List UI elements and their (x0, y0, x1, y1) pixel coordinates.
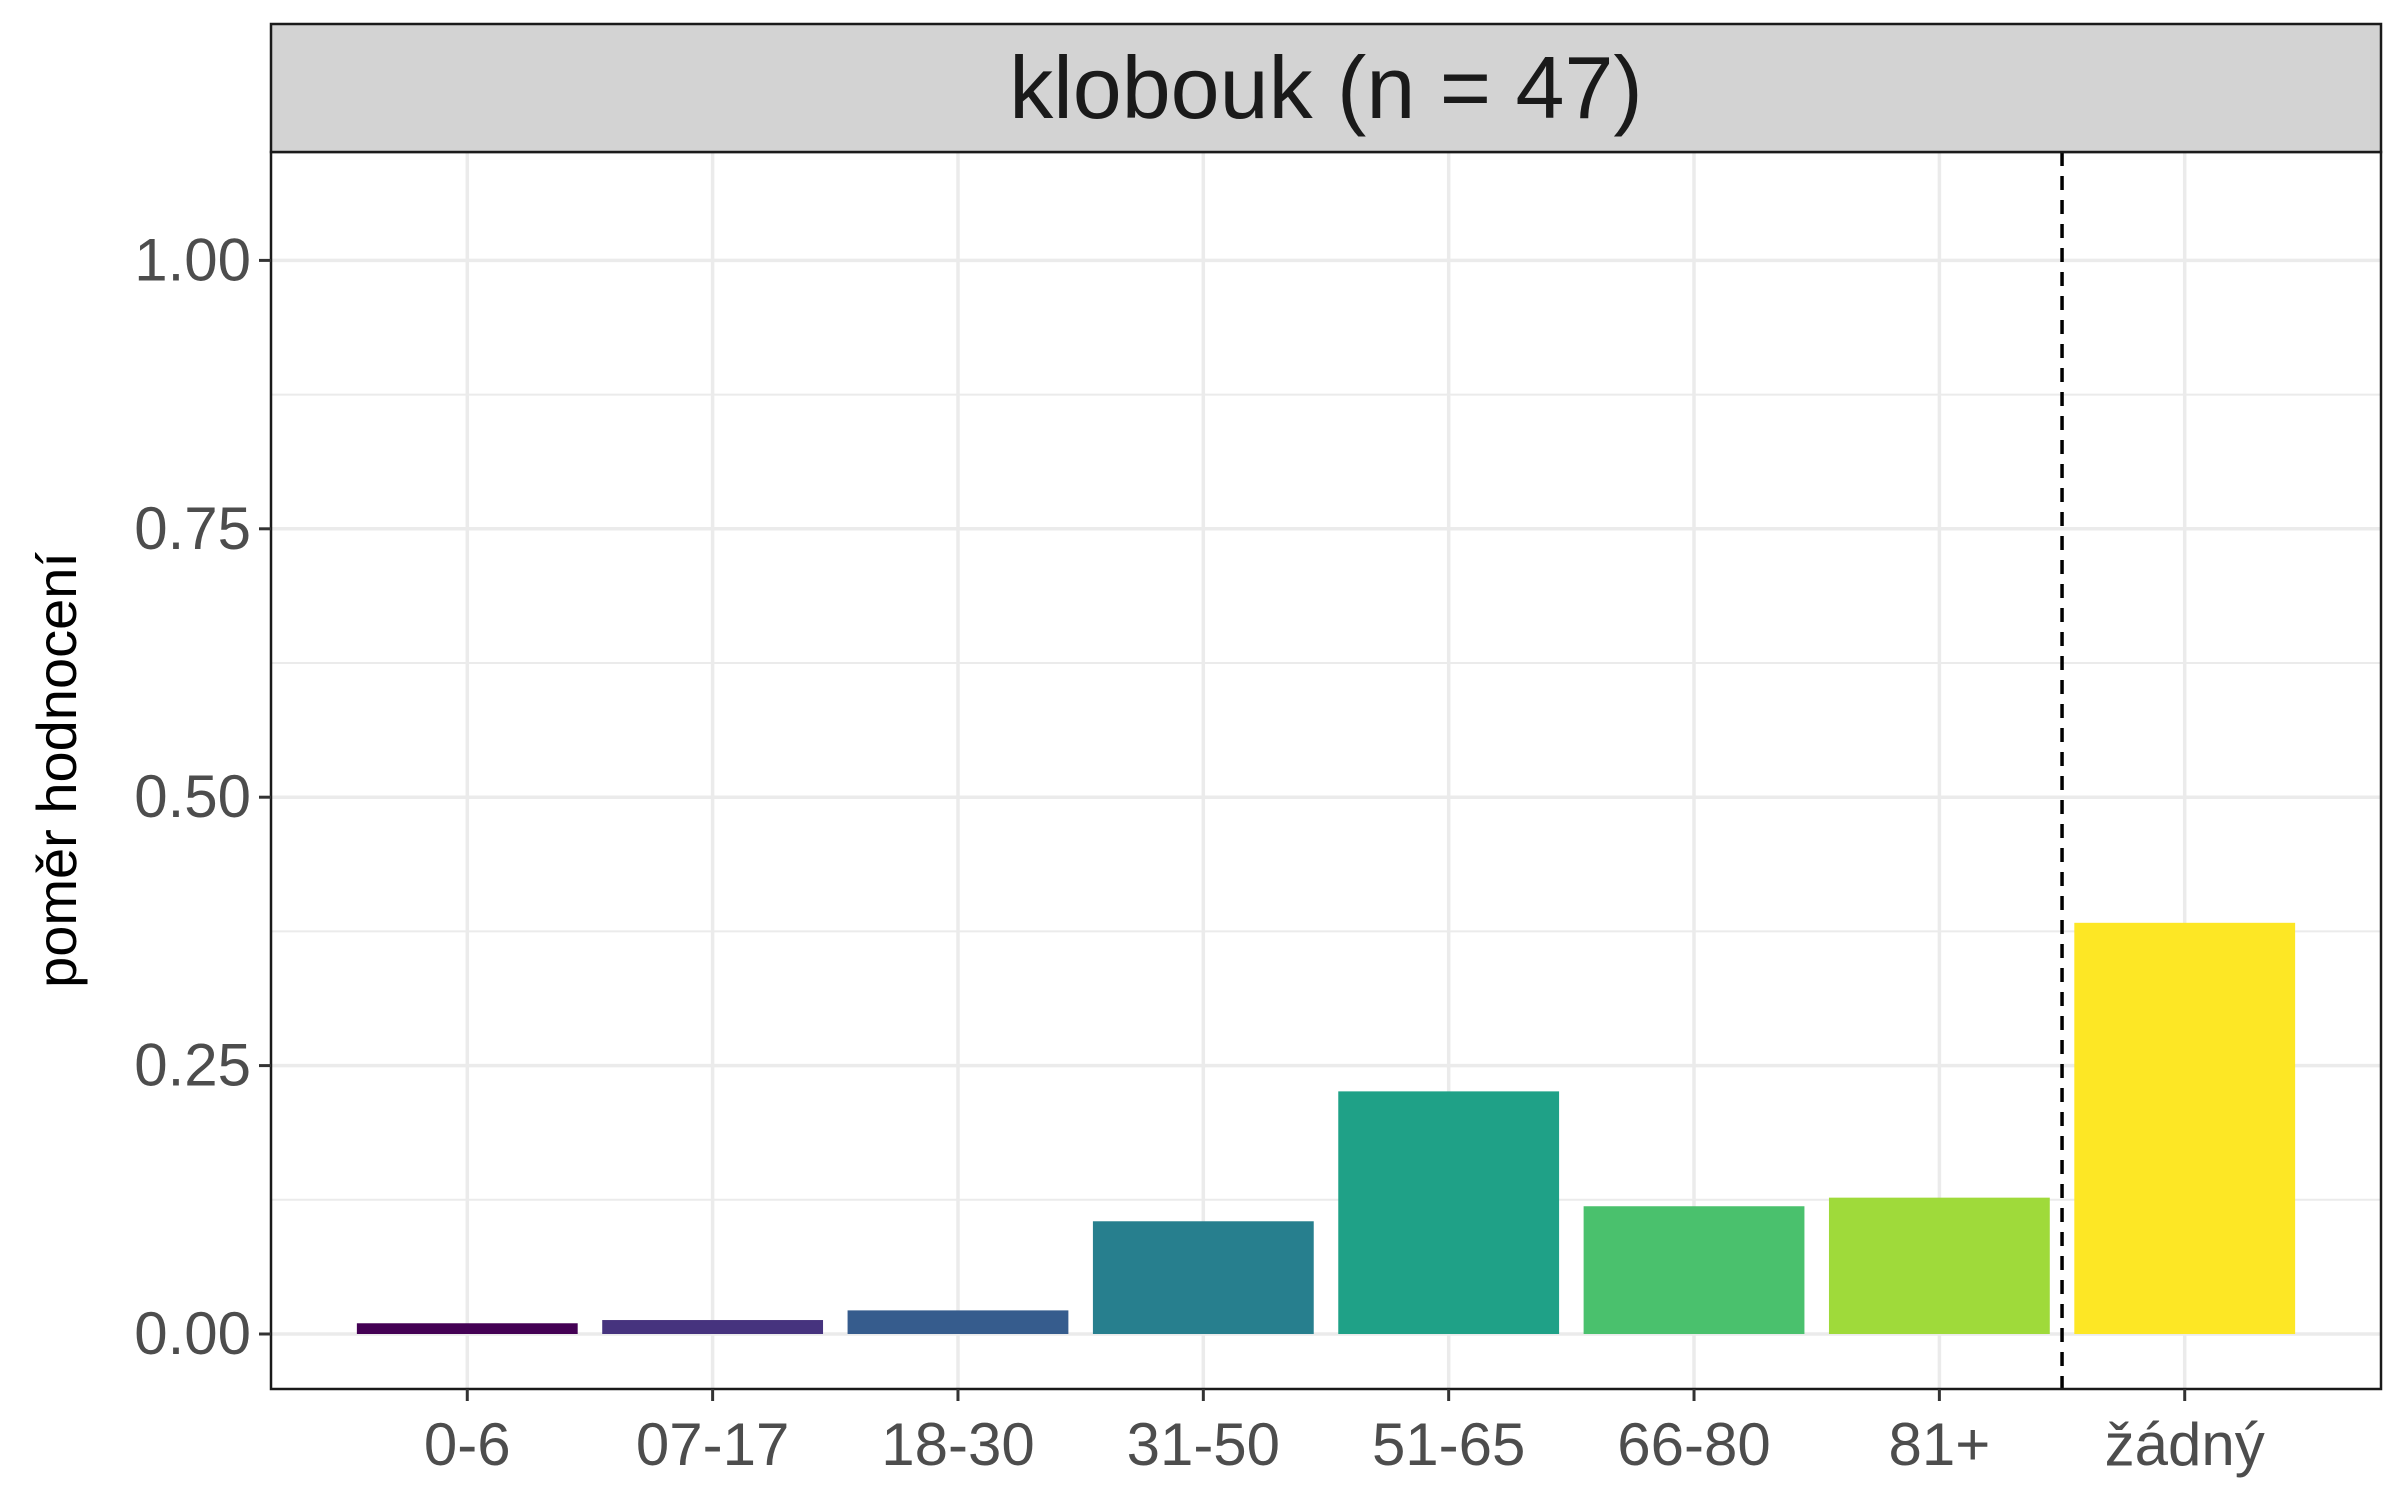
bar-07-17 (602, 1320, 824, 1334)
y-axis-label: poměr hodnocení (25, 552, 88, 988)
facet-title: klobouk (n = 47) (1009, 38, 1643, 137)
bar-81+ (1828, 1197, 2050, 1334)
y-axis: 0.00 0.25 0.50 0.75 1.00 (134, 226, 271, 1367)
bar-31-50 (1092, 1221, 1314, 1334)
x-tick-label-1: 07-17 (636, 1411, 789, 1478)
y-tick-label-0: 0.00 (134, 1300, 251, 1367)
bar-51-65 (1338, 1091, 1560, 1334)
bars-layer (356, 922, 2296, 1334)
grid-layer (271, 152, 2381, 1389)
bar-18-30 (847, 1310, 1069, 1334)
x-tick-label-4: 51-65 (1372, 1411, 1525, 1478)
x-tick-label-2: 18-30 (881, 1411, 1034, 1478)
x-tick-label-6: 81+ (1888, 1411, 1990, 1478)
x-tick-label-0: 0-6 (424, 1411, 511, 1478)
y-tick-label-4: 1.00 (134, 226, 251, 293)
bar-žádný (2074, 922, 2296, 1334)
bar-0-6 (356, 1323, 578, 1334)
y-tick-label-2: 0.50 (134, 763, 251, 830)
x-tick-label-5: 66-80 (1617, 1411, 1770, 1478)
x-axis: 0-6 07-17 18-30 31-50 51-65 66-80 81+ žádný (424, 1389, 2265, 1478)
facet-strip (269, 22, 2383, 154)
y-tick-label-1: 0.25 (134, 1032, 251, 1099)
y-tick-label-3: 0.75 (134, 495, 251, 562)
x-tick-label-7: žádný (2105, 1411, 2265, 1478)
bar-66-80 (1583, 1206, 1805, 1334)
x-tick-label-3: 31-50 (1127, 1411, 1280, 1478)
